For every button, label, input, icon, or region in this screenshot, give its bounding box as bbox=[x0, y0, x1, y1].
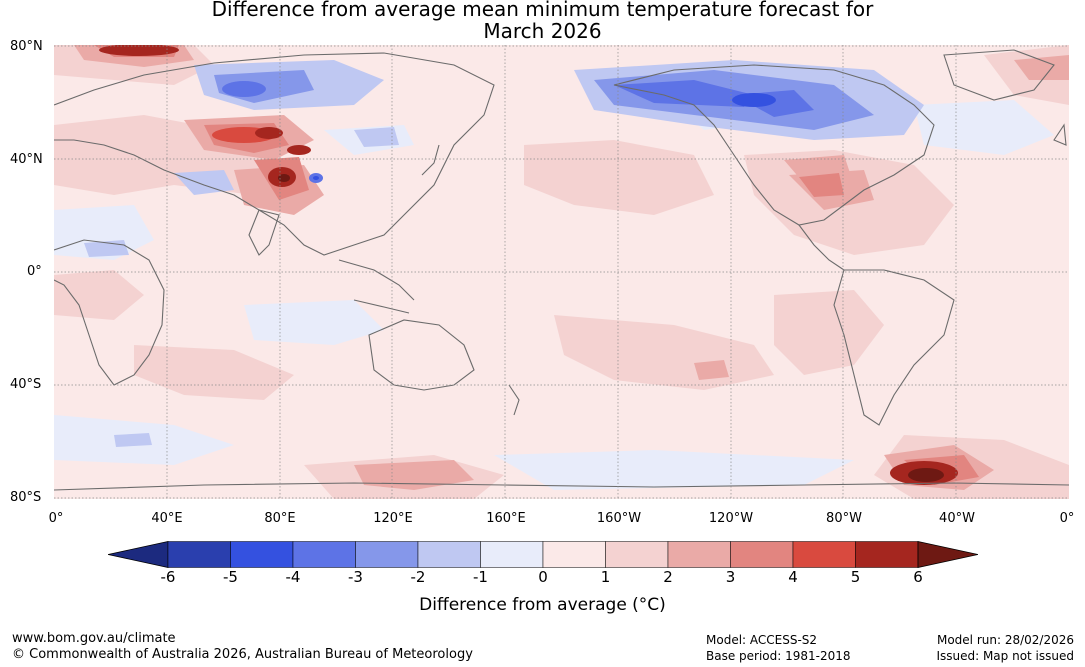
lat-label-80s: 80°S bbox=[10, 490, 42, 505]
colorbar-swatch bbox=[355, 541, 419, 568]
lat-label-equator: 0° bbox=[27, 264, 42, 279]
temperature-anomaly-map[interactable] bbox=[54, 45, 1069, 499]
lon-label-80w: 80°W bbox=[826, 511, 862, 526]
colorbar-swatch bbox=[167, 541, 231, 568]
colorbar-swatch bbox=[480, 541, 544, 568]
colorbar-tick-label: -3 bbox=[348, 568, 363, 586]
colorbar-extend-high bbox=[917, 541, 978, 568]
colorbar bbox=[108, 541, 978, 568]
graticule bbox=[54, 45, 1069, 499]
coastlines bbox=[54, 49, 1069, 491]
footer-website[interactable]: www.bom.gov.au/climate bbox=[12, 631, 176, 646]
colorbar-swatch bbox=[292, 541, 356, 568]
colorbar-swatch bbox=[792, 541, 856, 568]
lon-label-40e: 40°E bbox=[151, 511, 183, 526]
anomaly-band-4-6 bbox=[99, 45, 958, 485]
lon-label-0-right: 0° bbox=[1059, 511, 1075, 526]
lon-label-120e: 120°E bbox=[373, 511, 413, 526]
colorbar-tick-label: 2 bbox=[663, 568, 673, 586]
map-title-line1: Difference from average mean minimum tem… bbox=[211, 0, 874, 21]
colorbar-tick-label: 3 bbox=[725, 568, 736, 586]
colorbar-tick-label: -1 bbox=[473, 568, 488, 586]
colorbar-swatch bbox=[605, 541, 669, 568]
colorbar-tick-label: 6 bbox=[913, 568, 923, 586]
footer-base-period: Base period: 1981-2018 bbox=[706, 649, 851, 663]
colorbar-tick-label: -4 bbox=[285, 568, 301, 586]
colorbar-swatch bbox=[730, 541, 794, 568]
colorbar-swatch bbox=[542, 541, 606, 568]
footer-copyright: © Commonwealth of Australia 2026, Austra… bbox=[12, 647, 473, 662]
colorbar-extend-low bbox=[108, 541, 169, 568]
colorbar-tick-label: 1 bbox=[600, 568, 611, 586]
colorbar-swatch bbox=[667, 541, 731, 568]
colorbar-tick-label: -5 bbox=[223, 568, 238, 586]
colorbar-swatch bbox=[230, 541, 294, 568]
colorbar-label: Difference from average (°C) bbox=[419, 595, 666, 615]
lon-label-40w: 40°W bbox=[939, 511, 975, 526]
colorbar-swatch bbox=[417, 541, 481, 568]
lon-label-80e: 80°E bbox=[264, 511, 296, 526]
colorbar-swatch bbox=[855, 541, 919, 568]
map-canvas bbox=[54, 45, 1069, 499]
colorbar-tick-label: 4 bbox=[788, 568, 798, 586]
lat-label-40s: 40°S bbox=[10, 377, 42, 392]
footer-model-run: Model run: 28/02/2026 bbox=[936, 633, 1074, 647]
lon-label-160e: 160°E bbox=[486, 511, 526, 526]
footer-model: Model: ACCESS-S2 bbox=[706, 633, 818, 647]
footer-issued: Issued: Map not issued bbox=[936, 649, 1074, 663]
lon-label-160w: 160°W bbox=[596, 511, 642, 526]
colorbar-tick-label: 5 bbox=[850, 568, 861, 586]
colorbar-tick-label: -2 bbox=[410, 568, 426, 586]
colorbar-tick-label: -6 bbox=[160, 568, 176, 586]
lon-label-0-left: 0° bbox=[48, 511, 64, 526]
anomaly-band-neg5-neg4 bbox=[313, 93, 776, 180]
colorbar-tick-label: 0 bbox=[538, 568, 548, 586]
lat-label-40n: 40°N bbox=[10, 152, 43, 167]
lat-label-80n: 80°N bbox=[10, 39, 43, 54]
map-title-line2: March 2026 bbox=[483, 19, 602, 43]
lon-label-120w: 120°W bbox=[708, 511, 754, 526]
